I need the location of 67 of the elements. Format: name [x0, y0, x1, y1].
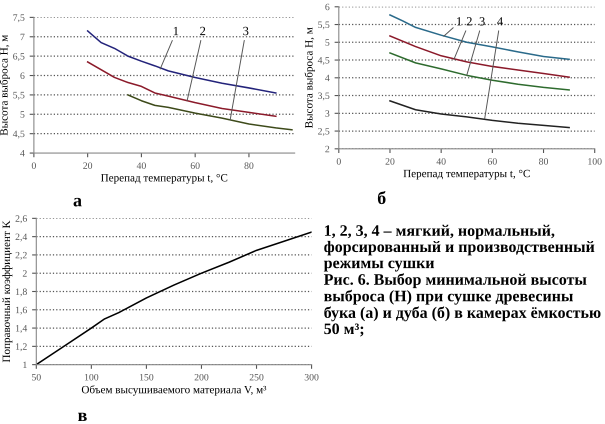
x-tick-label: 100 [588, 158, 602, 165]
y-tick-label: 6 [20, 72, 25, 79]
line-series [389, 35, 570, 78]
annotation: 2 [200, 26, 206, 36]
text: а [74, 198, 82, 206]
line-series [86, 61, 277, 117]
text: в [78, 412, 87, 422]
y-tick-label: 5,5 [13, 92, 24, 100]
line-series [389, 100, 570, 128]
y-tick-label: 4,5 [12, 130, 24, 139]
y-tick-label: 6 [325, 4, 330, 10]
x-tick-label: 50 [32, 374, 41, 381]
annotation: 4 [497, 17, 503, 26]
x-tick-label: 40 [136, 162, 146, 169]
y-tick-label: 1,4 [16, 325, 28, 333]
x-tick-label: 80 [539, 158, 548, 165]
y-tick-label: 3,5 [318, 92, 330, 100]
x-tick-label: 0 [32, 162, 36, 169]
y-tick-label: 7,5 [13, 14, 24, 22]
y-axis-title: Поправочный коэффициент K [2, 220, 12, 362]
y-tick-label: 2,5 [318, 128, 330, 136]
y-axis-title: Высота выброса H, м [304, 28, 315, 128]
line-series [127, 94, 293, 131]
annotation: 3 [243, 26, 248, 36]
y-tick-label: 6,5 [13, 53, 24, 62]
x-tick-label: 40 [436, 158, 446, 165]
x-tick-label: 60 [488, 158, 497, 165]
text: 1, 2, 3, 4 – мягкий, нормальный, форсированный и производственный режимы сушки [324, 224, 594, 272]
y-tick-label: 1,8 [16, 288, 27, 296]
y-tick-label: 4 [20, 150, 25, 156]
y-tick-label: 5,5 [318, 22, 330, 30]
x-tick-label: 250 [250, 374, 264, 381]
y-tick-label: 2 [325, 146, 330, 152]
line-series [389, 52, 570, 91]
y-tick-label: 3 [325, 110, 330, 117]
y-tick-label: 5 [20, 111, 24, 118]
text: Рис. 6. Выбор минимальной высоты выброса (H) при сушке древесины бука (а) и дуба (б) в камерах ёмкостью 50 м³; [324, 273, 601, 336]
x-tick-label: 200 [194, 374, 208, 381]
annotation: 2 [466, 17, 472, 26]
y-tick-label: 1 [23, 362, 27, 368]
x-axis-title: Объем высушиваемого материала V, м³ [82, 385, 266, 396]
x-axis-title: Перепад температуры t, °C [100, 174, 228, 184]
y-tick-label: 2,6 [16, 215, 27, 224]
x-tick-label: 300 [304, 374, 318, 381]
y-tick-label: 1,6 [16, 306, 27, 315]
y-axis-title: Высота выброса H, м [0, 34, 10, 136]
y-tick-label: 5 [325, 39, 330, 46]
annotation: 1 [457, 17, 462, 26]
x-tick-label: 60 [190, 162, 200, 169]
y-tick-label: 2 [22, 270, 27, 277]
x-tick-label: 150 [140, 374, 154, 381]
annotation: 3 [480, 17, 485, 26]
y-tick-label: 4 [325, 74, 330, 82]
x-tick-label: 0 [336, 158, 341, 165]
x-tick-label: 20 [83, 162, 92, 169]
x-tick-label: 20 [386, 158, 394, 165]
y-tick-label: 7 [20, 34, 25, 40]
y-tick-label: 1,2 [16, 343, 27, 352]
x-tick-label: 80 [244, 162, 254, 169]
y-tick-label: 2,2 [16, 252, 27, 260]
x-axis-title: Перепад температуры t, °C [403, 170, 530, 180]
x-tick-label: 100 [84, 374, 98, 381]
annotation: 1 [174, 26, 178, 36]
y-tick-label: 4,5 [318, 57, 330, 65]
line-series [389, 14, 570, 60]
y-tick-label: 2,4 [16, 234, 28, 242]
text: б [378, 191, 386, 204]
